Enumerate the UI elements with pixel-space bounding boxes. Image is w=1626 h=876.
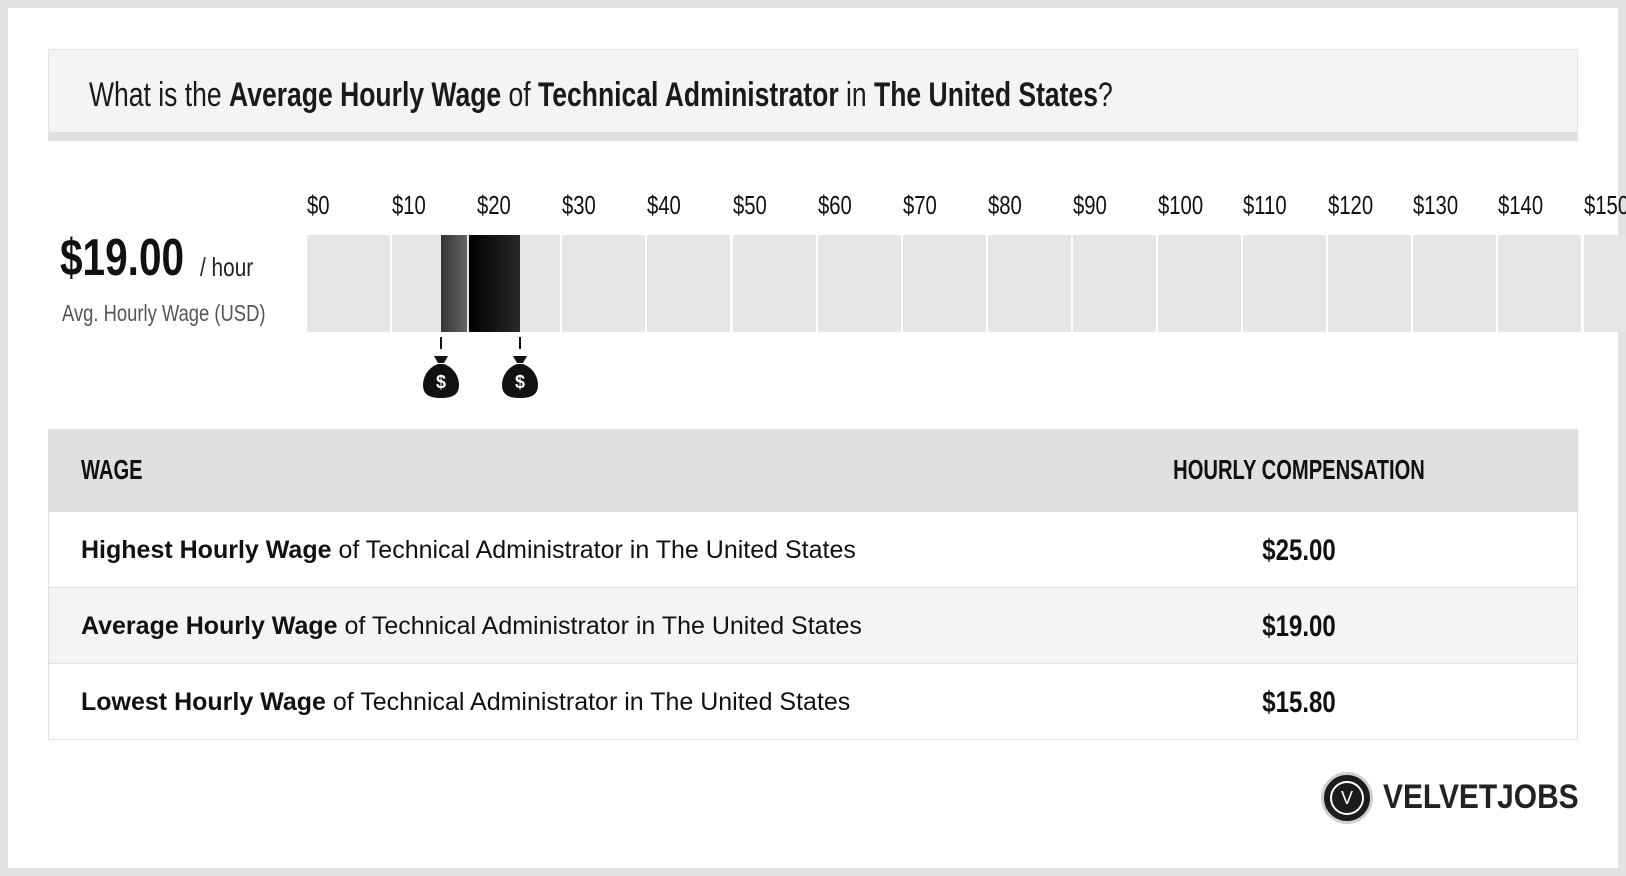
header-hourly-compensation: HOURLY COMPENSATION <box>1173 454 1425 485</box>
title-part: ? <box>1098 76 1113 114</box>
marker-tick <box>440 337 443 349</box>
logo-letter: V <box>1330 781 1364 815</box>
title-part: What is the <box>89 76 230 114</box>
row-value: $25.00 <box>1262 534 1336 567</box>
range-cell <box>987 235 1071 332</box>
x-tick-label: $110 <box>1243 190 1287 220</box>
row-label: Highest Hourly Wage of Technical Adminis… <box>81 536 856 565</box>
title-part: Average Hourly Wage <box>229 76 502 114</box>
x-tick-label: $10 <box>392 190 426 220</box>
logo-wordmark: VELVETJOBS <box>1383 778 1579 816</box>
x-tick-label: $150+ <box>1583 190 1626 220</box>
title-part: of <box>501 76 539 114</box>
table-row: Highest Hourly Wage of Technical Adminis… <box>49 511 1577 587</box>
range-cell <box>732 235 816 332</box>
page-title: What is the Average Hourly Wage of Techn… <box>89 76 1113 115</box>
range-cell <box>817 235 901 332</box>
wage-table: WAGE HOURLY COMPENSATION Highest Hourly … <box>48 429 1578 740</box>
range-cell <box>647 235 731 332</box>
range-cell <box>1243 235 1327 332</box>
velvetjobs-logo: V VELVETJOBS <box>1321 772 1581 828</box>
x-tick-label: $80 <box>987 190 1022 220</box>
table-row: Average Hourly Wage of Technical Adminis… <box>49 587 1577 663</box>
range-cell <box>1158 235 1242 332</box>
low-to-average-segment <box>441 235 467 332</box>
average-wage-unit: / hour <box>200 252 254 282</box>
header-wage: WAGE <box>81 454 143 485</box>
range-cell <box>1583 235 1626 332</box>
x-tick-label: $90 <box>1072 190 1107 220</box>
x-tick-label: $140 <box>1498 190 1544 220</box>
title-part: Technical Administrator <box>538 76 839 114</box>
x-tick-label: $20 <box>477 190 512 220</box>
row-label: Average Hourly Wage of Technical Adminis… <box>81 612 862 641</box>
svg-text:$: $ <box>515 372 525 392</box>
range-cell <box>1328 235 1412 332</box>
range-cell <box>1413 235 1497 332</box>
table-header: WAGE HOURLY COMPENSATION <box>49 430 1577 511</box>
average-wage-label: Avg. Hourly Wage (USD) <box>62 300 266 326</box>
x-tick-label: $50 <box>732 190 767 220</box>
title-box: What is the Average Hourly Wage of Techn… <box>48 49 1578 141</box>
row-label-rest: of Technical Administrator in The United… <box>325 688 851 716</box>
row-label-bold: Average Hourly Wage <box>81 612 338 640</box>
range-cell <box>562 235 646 332</box>
money-bag-icon: $ <box>500 352 540 400</box>
x-tick-label: $120 <box>1328 190 1374 220</box>
x-tick-label: $130 <box>1413 190 1459 220</box>
x-tick-label: $70 <box>902 190 937 220</box>
x-tick-label: $40 <box>647 190 682 220</box>
row-label: Lowest Hourly Wage of Technical Administ… <box>81 688 850 717</box>
range-cell <box>307 235 391 332</box>
range-cell <box>1072 235 1156 332</box>
x-tick-label: $0 <box>307 190 330 220</box>
range-cell <box>902 235 986 332</box>
average-wage-value: $19.00 <box>60 229 185 287</box>
logo-mark: V <box>1321 772 1373 824</box>
row-value: $15.80 <box>1262 686 1336 719</box>
row-label-rest: of Technical Administrator in The United… <box>331 536 856 564</box>
title-part: The United States <box>874 76 1099 114</box>
marker-tick <box>518 337 521 349</box>
x-tick-label: $60 <box>817 190 852 220</box>
money-bag-icon: $ <box>421 352 461 400</box>
title-part: in <box>838 76 875 114</box>
row-label-bold: Highest Hourly Wage <box>81 536 332 564</box>
row-value: $19.00 <box>1262 610 1336 643</box>
range-cell <box>1498 235 1582 332</box>
x-tick-label: $30 <box>562 190 597 220</box>
table-row: Lowest Hourly Wage of Technical Administ… <box>49 663 1577 739</box>
svg-text:$: $ <box>436 372 446 392</box>
average-to-high-segment <box>468 235 520 332</box>
row-label-rest: of Technical Administrator in The United… <box>337 612 862 640</box>
x-tick-label: $100 <box>1158 190 1204 220</box>
row-label-bold: Lowest Hourly Wage <box>81 688 326 716</box>
